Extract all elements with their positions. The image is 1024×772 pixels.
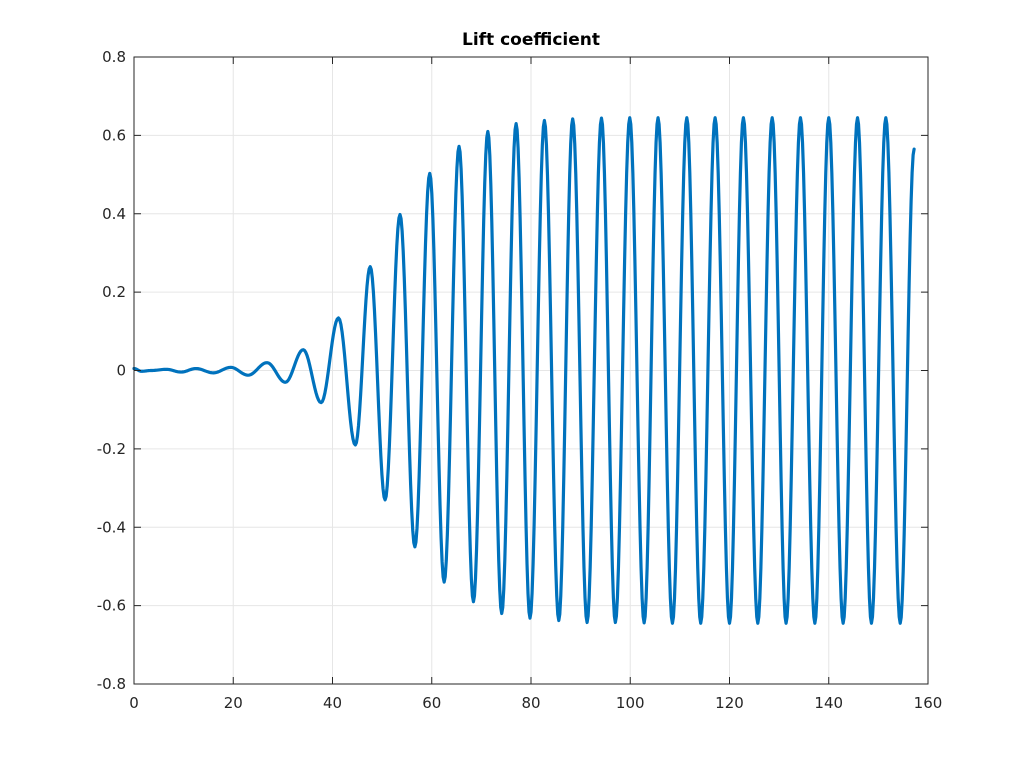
x-tick-label: 100	[616, 694, 645, 712]
tick-marks	[133, 56, 929, 685]
x-tick-label: 0	[129, 694, 139, 712]
y-tick-label: -0.6	[97, 597, 126, 615]
x-tick-label: 160	[914, 694, 943, 712]
y-tick-label: 0.6	[102, 126, 126, 144]
y-tick-labels: -0.8 -0.6 -0.4 -0.2 0 0.2 0.4 0.6 0.8	[97, 48, 126, 693]
x-tick-label: 20	[224, 694, 243, 712]
chart-title: Lift coefficient	[462, 30, 600, 50]
y-tick-label: 0	[116, 362, 126, 380]
grid-lines	[134, 57, 928, 684]
y-tick-label: 0.4	[102, 205, 126, 223]
x-tick-label: 60	[422, 694, 441, 712]
y-tick-label: 0.2	[102, 283, 126, 301]
x-tick-label: 40	[323, 694, 342, 712]
y-tick-label: -0.8	[97, 675, 126, 693]
x-tick-label: 120	[715, 694, 744, 712]
y-tick-label: 0.8	[102, 48, 126, 66]
y-tick-label: -0.2	[97, 440, 126, 458]
x-tick-label: 140	[814, 694, 843, 712]
y-tick-label: -0.4	[97, 518, 126, 536]
x-tick-labels: 0 20 40 60 80 100 120 140 160	[129, 694, 942, 712]
series-line	[132, 116, 916, 625]
x-tick-label: 80	[521, 694, 540, 712]
